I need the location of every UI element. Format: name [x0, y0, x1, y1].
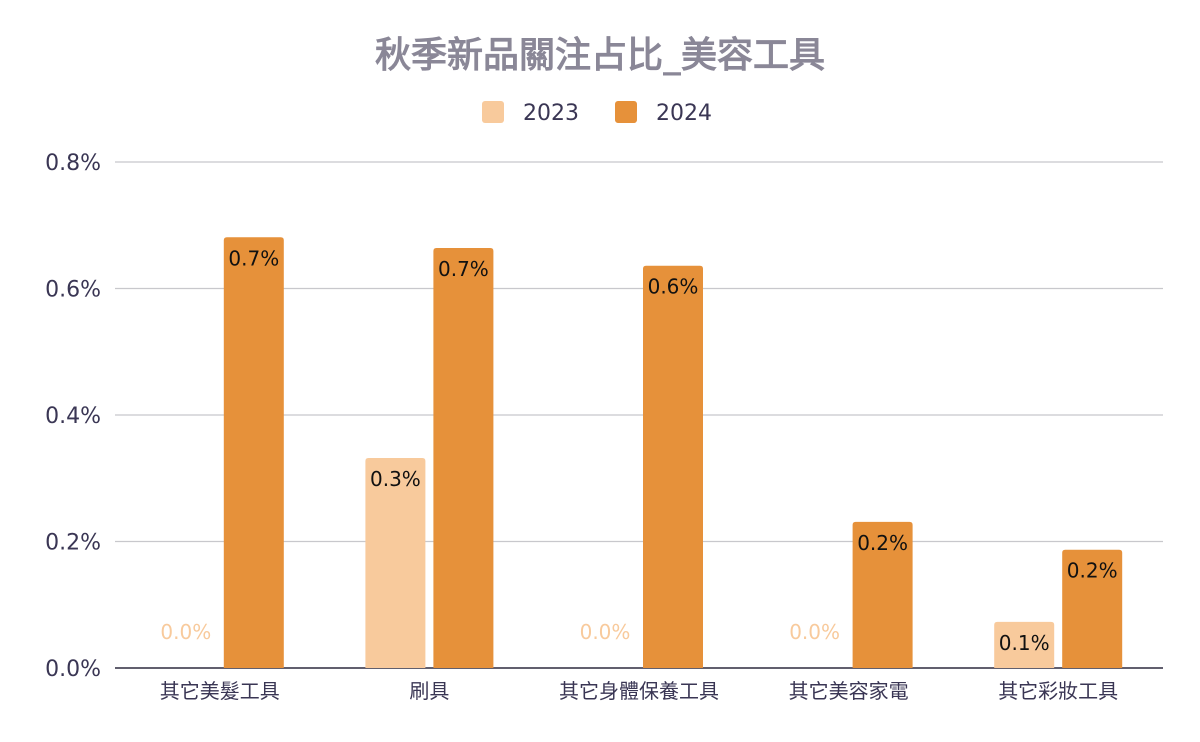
x-tick-label: 其它美髮工具 [160, 679, 280, 703]
legend-swatch-2023 [482, 101, 504, 123]
bar-2023 [994, 621, 1055, 668]
x-tick-label: 其它彩妝工具 [998, 679, 1118, 703]
data-label: 0.0% [580, 620, 631, 644]
bar-2024 [1062, 549, 1123, 668]
data-label: 0.1% [999, 631, 1050, 655]
data-label: 0.2% [1067, 559, 1118, 583]
bar-2024 [433, 248, 494, 668]
legend-label-2024: 2024 [656, 101, 712, 126]
data-label: 0.0% [160, 620, 211, 644]
data-label: 0.2% [857, 531, 908, 555]
data-label: 0.3% [370, 467, 421, 491]
bar-2024 [643, 265, 703, 668]
legend-label-2023: 2023 [523, 101, 579, 126]
x-tick-label: 其它美容家電 [789, 679, 909, 703]
chart-title: 秋季新品關注占比_美容工具 [375, 35, 825, 76]
y-tick-label: 0.8% [45, 151, 101, 176]
x-tick-label: 其它身體保養工具 [559, 679, 719, 703]
data-label: 0.0% [789, 620, 840, 644]
legend-swatch-2024 [615, 101, 637, 123]
data-label: 0.7% [228, 246, 279, 270]
data-label: 0.7% [438, 257, 489, 281]
y-tick-label: 0.0% [45, 657, 101, 682]
data-label: 0.6% [648, 275, 699, 299]
bar-2024 [852, 521, 913, 668]
y-tick-label: 0.2% [45, 531, 101, 556]
x-tick-label: 刷具 [409, 679, 449, 703]
bar-2024 [223, 237, 284, 668]
y-tick-label: 0.6% [45, 278, 101, 303]
y-tick-label: 0.4% [45, 404, 101, 429]
bar-2023 [365, 458, 426, 668]
